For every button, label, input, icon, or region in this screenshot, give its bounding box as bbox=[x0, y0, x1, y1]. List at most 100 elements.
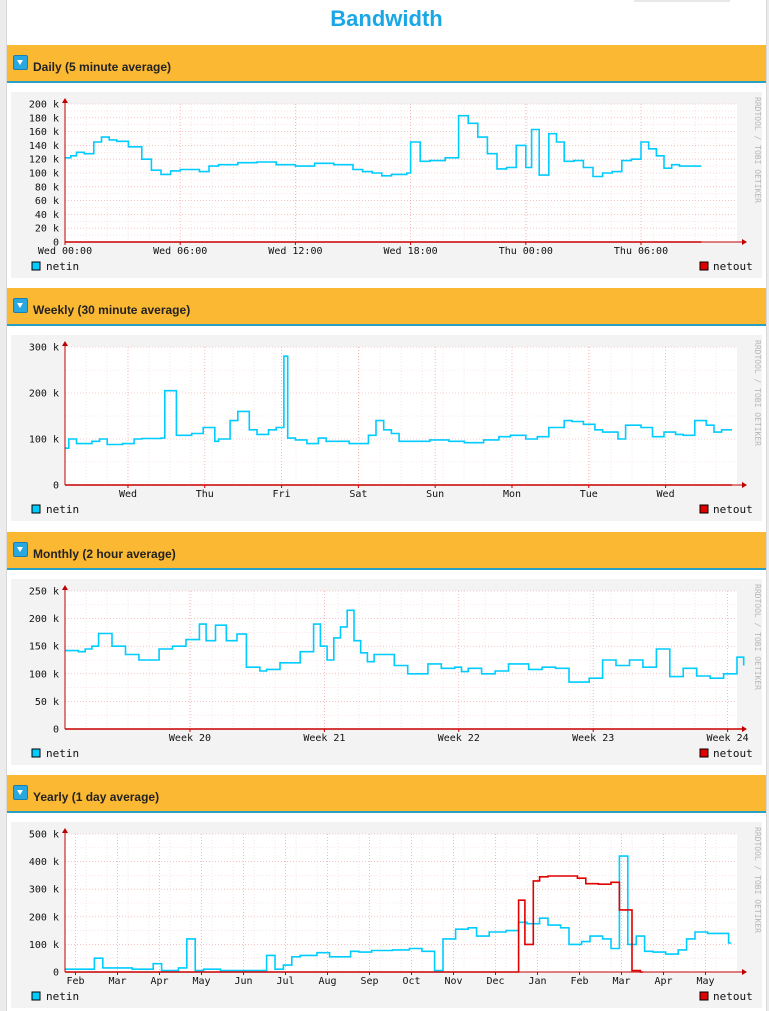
y-tick-label: 180 k bbox=[29, 113, 59, 124]
section-header-weekly[interactable]: Weekly (30 minute average) bbox=[7, 288, 766, 326]
series-line-netin bbox=[65, 355, 732, 449]
y-tick-label: 300 k bbox=[29, 885, 59, 896]
y-tick-label: 250 k bbox=[29, 587, 59, 598]
x-tick-label: Wed 18:00 bbox=[384, 246, 438, 257]
y-tick-label: 200 k bbox=[29, 614, 59, 625]
y-tick-label: 0 bbox=[53, 968, 59, 979]
y-tick-label: 150 k bbox=[29, 642, 59, 653]
section-header-daily[interactable]: Daily (5 minute average) bbox=[7, 45, 766, 83]
section-label-monthly: Monthly (2 hour average) bbox=[33, 547, 176, 561]
collapse-toggle-icon[interactable] bbox=[13, 298, 28, 313]
page: Bandwidth Daily (5 minute average) 0 20 k… bbox=[6, 0, 767, 1011]
series-line-netin bbox=[65, 114, 702, 178]
x-tick-label: Apr bbox=[150, 976, 168, 987]
y-tick-label: 60 k bbox=[35, 196, 59, 207]
x-tick-label: Sat bbox=[349, 489, 367, 500]
watermark: RRDTOOL / TOBI OETIKER bbox=[753, 584, 762, 690]
x-axis-arrow bbox=[742, 482, 747, 488]
section-header-monthly[interactable]: Monthly (2 hour average) bbox=[7, 532, 766, 570]
x-tick-label: Apr bbox=[654, 976, 672, 987]
y-tick-label: 300 k bbox=[29, 343, 59, 354]
section-label-weekly: Weekly (30 minute average) bbox=[33, 303, 191, 317]
x-tick-label: Fri bbox=[273, 489, 291, 500]
series-line-netout bbox=[65, 875, 644, 973]
watermark: RRDTOOL / TOBI OETIKER bbox=[753, 340, 762, 446]
x-tick-label: Week 20 bbox=[169, 733, 211, 744]
legend-label-netout: netout bbox=[713, 747, 753, 760]
y-tick-label: 100 k bbox=[29, 169, 59, 180]
y-tick-label: 40 k bbox=[35, 210, 59, 221]
y-tick-label: 200 k bbox=[29, 912, 59, 923]
legend-label-netin: netin bbox=[46, 260, 79, 273]
section-label-yearly: Yearly (1 day average) bbox=[33, 790, 160, 804]
y-tick-label: 80 k bbox=[35, 182, 59, 193]
y-axis-arrow bbox=[62, 341, 68, 346]
y-tick-label: 120 k bbox=[29, 155, 59, 166]
watermark: RRDTOOL / TOBI OETIKER bbox=[753, 97, 762, 203]
collapse-toggle-icon[interactable] bbox=[13, 542, 28, 557]
y-tick-label: 140 k bbox=[29, 141, 59, 152]
y-tick-label: 20 k bbox=[35, 224, 59, 235]
y-tick-label: 0 bbox=[53, 725, 59, 736]
y-tick-label: 200 k bbox=[29, 389, 59, 400]
x-tick-label: Mar bbox=[612, 976, 630, 987]
x-tick-label: Week 22 bbox=[438, 733, 480, 744]
watermark: RRDTOOL / TOBI OETIKER bbox=[753, 827, 762, 933]
chart-daily: 0 20 k 40 k 60 k 80 k 100 k 120 k 140 k 160 k 180… bbox=[29, 97, 762, 273]
collapse-toggle-icon[interactable] bbox=[13, 55, 28, 70]
y-tick-label: 0 bbox=[53, 238, 59, 249]
y-tick-label: 50 k bbox=[35, 697, 59, 708]
y-axis-arrow bbox=[62, 585, 68, 590]
legend-label-netout: netout bbox=[713, 503, 753, 516]
y-tick-label: 200 k bbox=[29, 100, 59, 111]
x-tick-label: Wed 12:00 bbox=[268, 246, 322, 257]
legend-swatch-netin bbox=[31, 991, 41, 1001]
x-tick-label: Thu bbox=[196, 489, 214, 500]
x-tick-label: Thu 06:00 bbox=[614, 246, 668, 257]
legend-label-netout: netout bbox=[713, 990, 753, 1003]
series-line-netin bbox=[65, 855, 732, 972]
y-tick-label: 500 k bbox=[29, 830, 59, 841]
x-tick-label: Dec bbox=[486, 976, 504, 987]
legend-swatch-netout bbox=[699, 748, 709, 758]
y-tick-label: 100 k bbox=[29, 940, 59, 951]
series-line-netin bbox=[65, 609, 745, 683]
x-tick-label: Wed bbox=[657, 489, 675, 500]
x-axis-arrow bbox=[742, 239, 747, 245]
graph-daily: 0 20 k 40 k 60 k 80 k 100 k 120 k 140 k 160 k 180… bbox=[11, 92, 762, 278]
legend-label-netout: netout bbox=[713, 260, 753, 273]
legend-label-netin: netin bbox=[46, 503, 79, 516]
x-tick-label: Aug bbox=[318, 976, 336, 987]
legend-swatch-netin bbox=[31, 504, 41, 514]
x-tick-label: Mar bbox=[108, 976, 126, 987]
x-axis-arrow bbox=[742, 969, 747, 975]
legend-swatch-netin bbox=[31, 748, 41, 758]
legend-label-netin: netin bbox=[46, 747, 79, 760]
x-tick-label: Week 24 bbox=[707, 733, 749, 744]
chart-yearly: 0 100 k 200 k 300 k 400 k 500 k Feb Mar Apr May Ju… bbox=[29, 827, 762, 1003]
x-tick-label: Sun bbox=[426, 489, 444, 500]
x-tick-label: Feb bbox=[570, 976, 588, 987]
y-tick-label: 100 k bbox=[29, 669, 59, 680]
collapse-toggle-icon[interactable] bbox=[13, 785, 28, 800]
legend-swatch-netout bbox=[699, 261, 709, 271]
legend-swatch-netout bbox=[699, 504, 709, 514]
x-tick-label: Oct bbox=[402, 976, 420, 987]
x-tick-label: Wed 06:00 bbox=[153, 246, 207, 257]
x-tick-label: Tue bbox=[580, 489, 598, 500]
chart-monthly: 0 50 k 100 k 150 k 200 k 250 k Week 20 Week 21 W… bbox=[29, 584, 762, 760]
x-tick-label: Wed bbox=[119, 489, 137, 500]
x-tick-label: Sep bbox=[360, 976, 378, 987]
y-tick-label: 400 k bbox=[29, 857, 59, 868]
page-title: Bandwidth bbox=[330, 6, 443, 31]
graph-monthly: 0 50 k 100 k 150 k 200 k 250 k Week 20 Week 21 W… bbox=[11, 579, 762, 765]
y-tick-label: 160 k bbox=[29, 127, 59, 138]
x-tick-label: Thu 00:00 bbox=[499, 246, 553, 257]
section-label-daily: Daily (5 minute average) bbox=[33, 60, 172, 74]
y-tick-label: 0 bbox=[53, 481, 59, 492]
section-header-yearly[interactable]: Yearly (1 day average) bbox=[7, 775, 766, 813]
x-tick-label: May bbox=[696, 976, 714, 987]
top-decoration bbox=[634, 0, 730, 2]
graph-weekly: 0 100 k 200 k 300 k Wed Thu Fri Sat Sun Mon Tue Wed… bbox=[11, 335, 762, 521]
x-tick-label: Wed 00:00 bbox=[38, 246, 92, 257]
